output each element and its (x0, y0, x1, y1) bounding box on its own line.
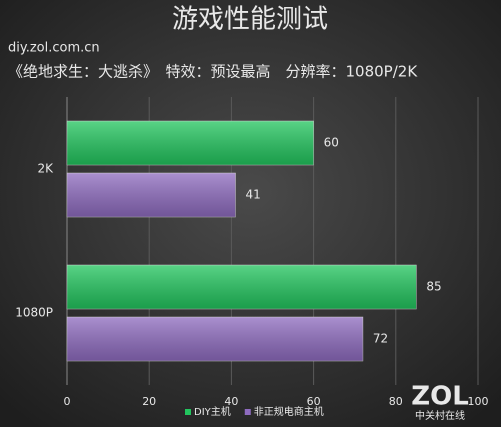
x-tick-label: 60 (307, 395, 321, 408)
data-label: 72 (373, 332, 388, 346)
source: diy.zol.com.cn (8, 41, 100, 56)
data-label: 60 (324, 136, 339, 150)
bar-shade (67, 317, 363, 361)
bar-shade (67, 265, 417, 309)
legend-swatch (244, 409, 251, 415)
x-tick-label: 100 (468, 395, 489, 408)
bar-shade (67, 121, 314, 165)
chart-subtitle: 《绝地求生：大逃杀》 特效：预设最高 分辨率：1080P/2K (8, 63, 418, 81)
data-label: 85 (426, 280, 441, 294)
y-tick-label: 2K (37, 162, 54, 176)
logo-subtitle: 中关村在线 (415, 409, 465, 422)
chart-title: 游戏性能测试 (172, 5, 328, 35)
legend-swatch (185, 409, 191, 415)
x-tick-label: 80 (389, 395, 403, 408)
legend-label: DIY主机 (194, 405, 231, 418)
data-label: 41 (246, 188, 261, 202)
x-tick-label: 20 (142, 395, 156, 408)
y-tick-label: 1080P (15, 306, 53, 320)
legend-label: 非正规电商主机 (254, 405, 324, 418)
x-tick-label: 0 (64, 395, 71, 408)
x-tick-label: 40 (224, 395, 238, 408)
bar-shade (67, 173, 236, 217)
logo: ZOL (411, 382, 469, 412)
